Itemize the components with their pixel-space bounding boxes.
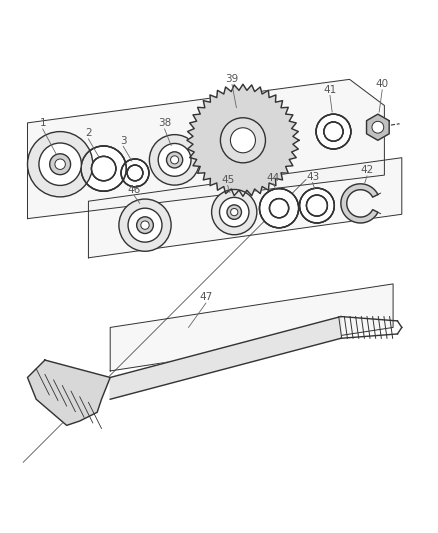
Ellipse shape	[39, 143, 81, 185]
Ellipse shape	[372, 122, 384, 133]
Text: 39: 39	[226, 74, 239, 84]
Ellipse shape	[49, 154, 71, 175]
Ellipse shape	[81, 146, 126, 191]
Polygon shape	[110, 284, 393, 371]
Ellipse shape	[121, 159, 149, 187]
Text: 3: 3	[120, 135, 127, 146]
Ellipse shape	[55, 159, 65, 169]
Text: 38: 38	[158, 118, 171, 128]
Ellipse shape	[259, 189, 299, 228]
Ellipse shape	[166, 152, 183, 168]
Ellipse shape	[231, 208, 238, 216]
Ellipse shape	[230, 128, 255, 153]
Ellipse shape	[158, 143, 191, 176]
Ellipse shape	[149, 135, 200, 185]
Text: 1: 1	[39, 118, 46, 128]
Ellipse shape	[127, 165, 143, 181]
Polygon shape	[88, 158, 402, 258]
Ellipse shape	[137, 217, 153, 233]
Text: 45: 45	[221, 175, 234, 184]
Polygon shape	[28, 79, 385, 219]
Ellipse shape	[212, 189, 257, 235]
Text: 2: 2	[85, 128, 92, 138]
Ellipse shape	[128, 208, 162, 242]
Text: 41: 41	[323, 85, 337, 94]
Ellipse shape	[269, 199, 289, 218]
Ellipse shape	[28, 132, 93, 197]
Polygon shape	[187, 84, 299, 196]
Polygon shape	[28, 360, 110, 425]
Text: 42: 42	[360, 165, 374, 175]
Ellipse shape	[220, 118, 265, 163]
Ellipse shape	[227, 205, 241, 220]
Polygon shape	[341, 184, 378, 223]
Text: 43: 43	[306, 172, 319, 182]
Ellipse shape	[300, 188, 334, 223]
Text: 47: 47	[199, 292, 212, 302]
Ellipse shape	[316, 114, 351, 149]
Ellipse shape	[170, 156, 179, 164]
Polygon shape	[110, 317, 341, 399]
Ellipse shape	[141, 221, 149, 229]
Ellipse shape	[307, 195, 327, 216]
Text: 40: 40	[376, 79, 389, 89]
Text: 44: 44	[267, 173, 280, 183]
Ellipse shape	[219, 197, 249, 227]
Ellipse shape	[119, 199, 171, 251]
Text: 46: 46	[127, 185, 141, 195]
Ellipse shape	[324, 122, 343, 141]
Ellipse shape	[92, 156, 116, 181]
Polygon shape	[367, 114, 389, 140]
